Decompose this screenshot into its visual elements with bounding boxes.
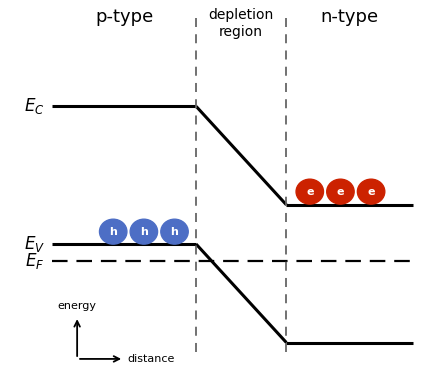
- Circle shape: [357, 179, 385, 204]
- Text: energy: energy: [57, 301, 97, 311]
- Text: h: h: [109, 226, 117, 237]
- Text: $E_C$: $E_C$: [24, 97, 44, 116]
- Text: p-type: p-type: [95, 8, 153, 26]
- Circle shape: [296, 179, 324, 204]
- Text: $E_F$: $E_F$: [25, 250, 44, 271]
- Text: depletion
region: depletion region: [209, 8, 274, 39]
- Text: e: e: [306, 187, 314, 196]
- Circle shape: [99, 219, 127, 244]
- Text: e: e: [367, 187, 375, 196]
- Text: h: h: [171, 226, 178, 237]
- Circle shape: [130, 219, 158, 244]
- Text: e: e: [337, 187, 344, 196]
- Circle shape: [327, 179, 354, 204]
- Text: $E_V$: $E_V$: [23, 234, 44, 254]
- Text: distance: distance: [127, 354, 175, 364]
- Circle shape: [161, 219, 188, 244]
- Text: h: h: [140, 226, 148, 237]
- Text: n-type: n-type: [321, 8, 378, 26]
